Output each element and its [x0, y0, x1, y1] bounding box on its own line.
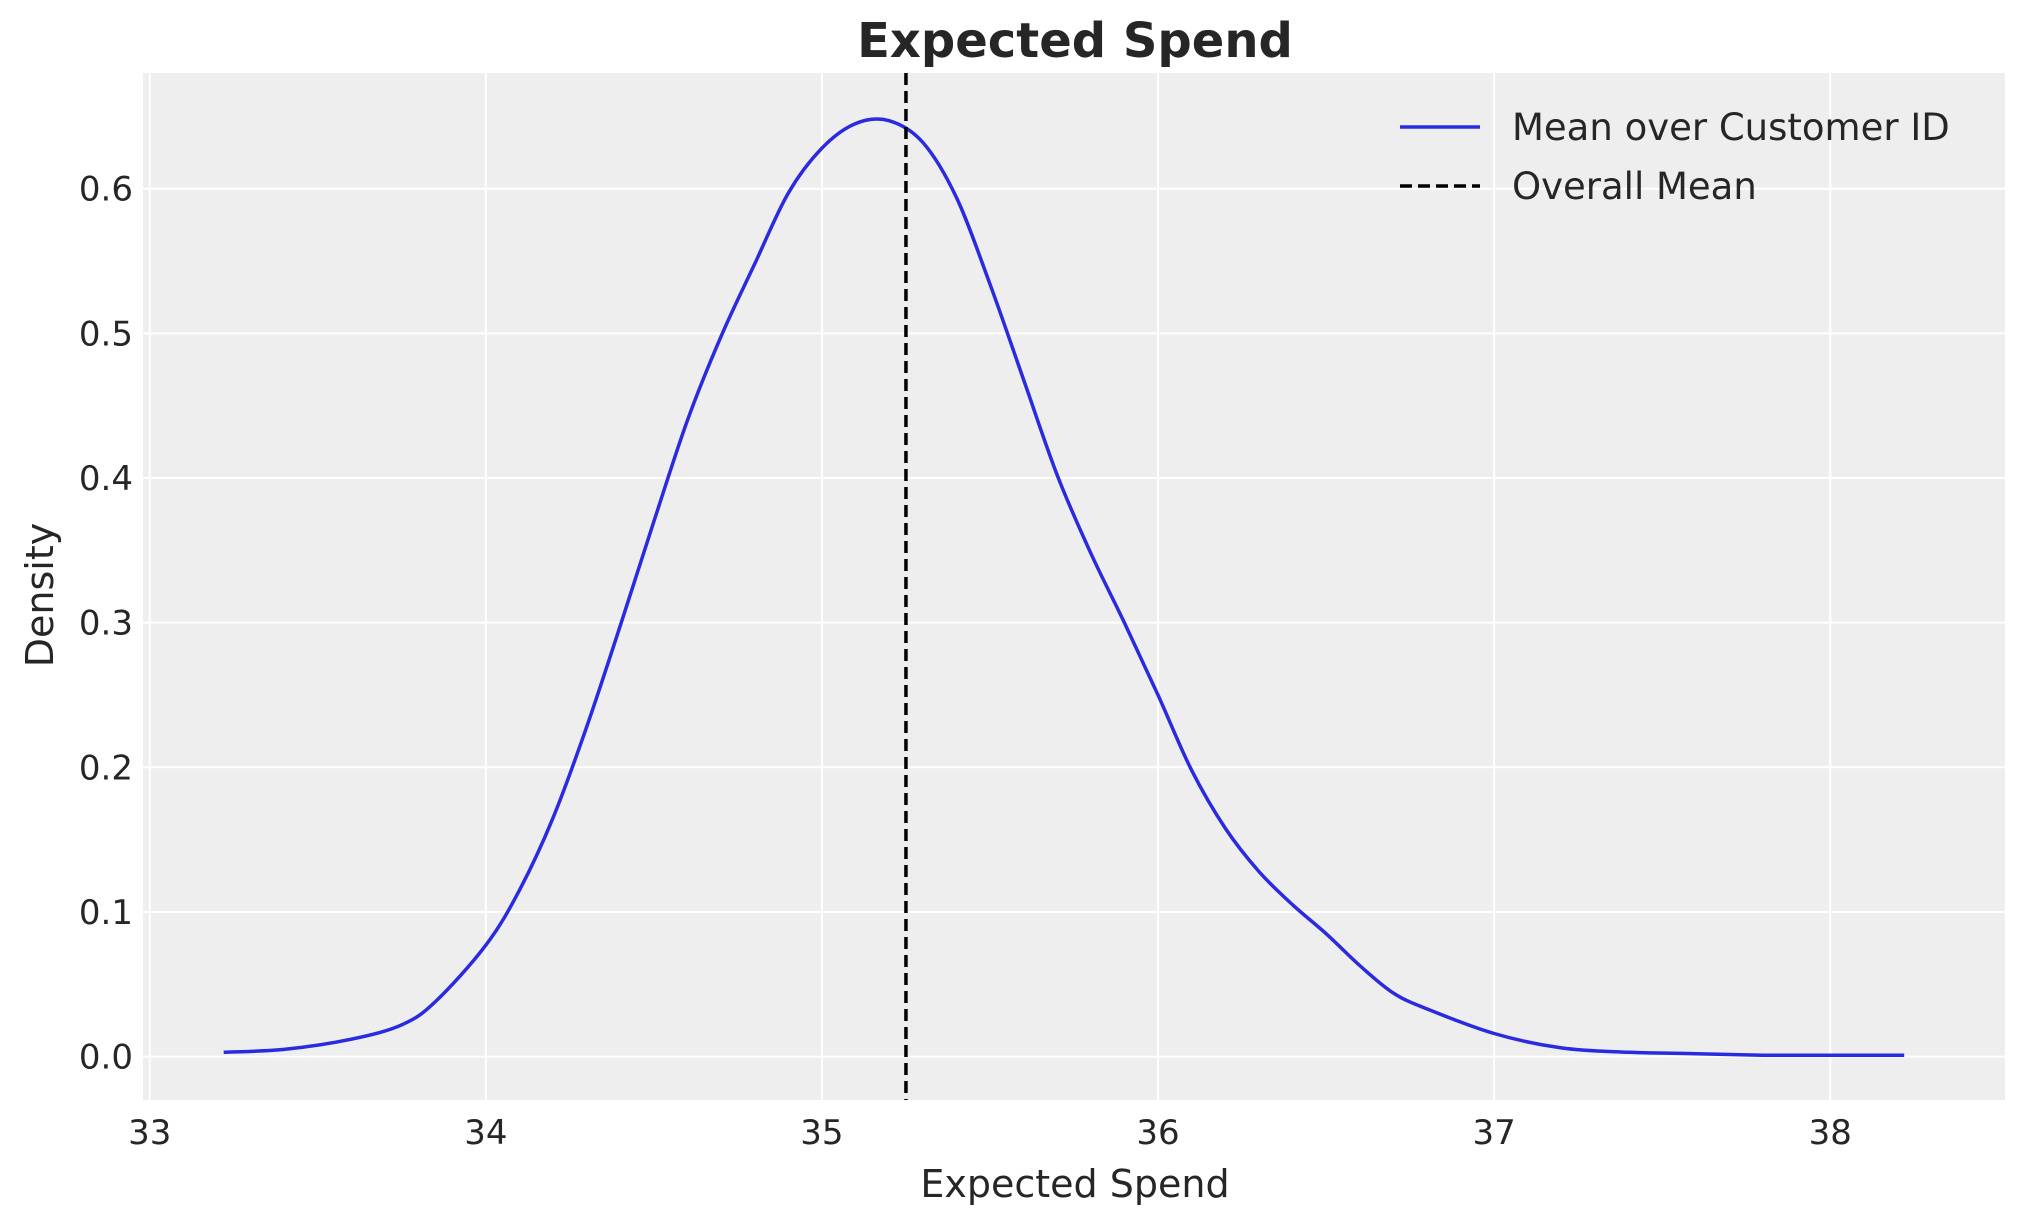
x-tick-label: 35 — [800, 1113, 843, 1153]
x-tick-label: 38 — [1809, 1113, 1852, 1153]
x-tick-label: 33 — [128, 1113, 171, 1153]
grid-lines — [143, 73, 2005, 1100]
y-tick-label: 0.0 — [79, 1038, 133, 1078]
legend-label: Overall Mean — [1512, 165, 1757, 208]
legend: Mean over Customer ID Overall Mean — [1400, 106, 1950, 208]
tick-labels: 33 34 35 36 37 38 0.0 0.1 0.2 0.3 0.4 0.5 0.6 — [79, 170, 1852, 1153]
y-tick-label: 0.5 — [79, 314, 133, 354]
y-tick-label: 0.6 — [79, 170, 133, 210]
y-tick-label: 0.2 — [79, 748, 133, 788]
x-tick-label: 37 — [1472, 1113, 1515, 1153]
x-tick-label: 36 — [1136, 1113, 1179, 1153]
chart-title: Expected Spend — [857, 13, 1293, 69]
y-tick-label: 0.4 — [79, 459, 133, 499]
y-tick-label: 0.1 — [79, 893, 133, 933]
y-tick-label: 0.3 — [79, 604, 133, 644]
x-axis-label: Expected Spend — [920, 1162, 1229, 1206]
series-layer — [223, 73, 1905, 1100]
plot-area — [143, 73, 2005, 1100]
x-tick-label: 34 — [464, 1113, 507, 1153]
density-curve — [223, 117, 1905, 1058]
y-axis-label: Density — [18, 523, 62, 667]
legend-label: Mean over Customer ID — [1512, 106, 1950, 149]
